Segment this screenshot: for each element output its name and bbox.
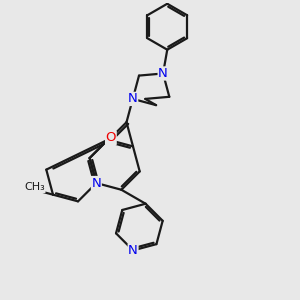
Text: N: N (128, 92, 138, 105)
Text: N: N (158, 67, 168, 80)
Text: N: N (92, 176, 101, 190)
Text: O: O (106, 131, 116, 144)
Text: N: N (128, 244, 138, 257)
Text: CH₃: CH₃ (24, 182, 45, 193)
